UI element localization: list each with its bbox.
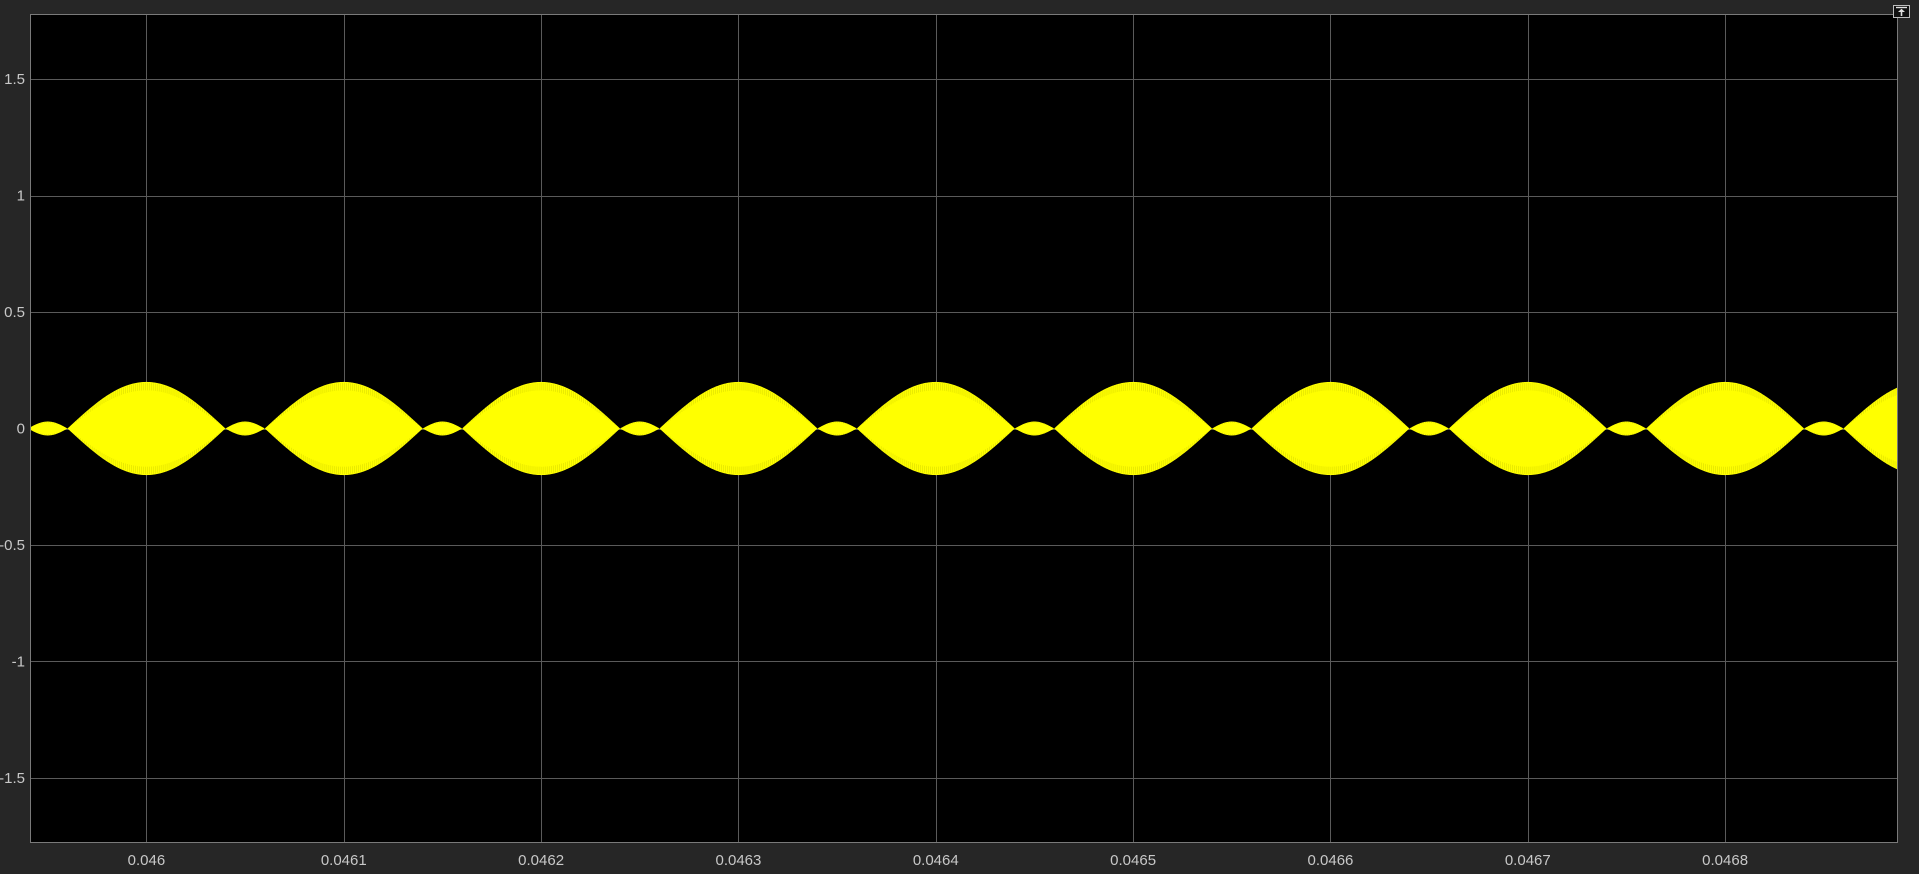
x-tick-label: 0.0465 (1110, 852, 1156, 869)
y-tick-label: 1.5 (4, 71, 25, 88)
signal-envelope (30, 381, 1898, 476)
x-tick-label: 0.0462 (518, 852, 564, 869)
x-tick-label: 0.0463 (715, 852, 761, 869)
y-tick-label: 0 (17, 421, 25, 438)
y-tick-label: -1 (12, 653, 25, 670)
y-tick-label: 0.5 (4, 304, 25, 321)
x-tick-label: 0.0467 (1505, 852, 1551, 869)
undock-arrow-icon (1896, 6, 1907, 16)
y-tick-label: 1 (17, 188, 25, 205)
grid (30, 14, 1898, 843)
x-tick-label: 0.0468 (1702, 852, 1748, 869)
signal-trace (30, 381, 1898, 476)
x-tick-label: 0.046 (128, 852, 166, 869)
x-tick-label: 0.0461 (321, 852, 367, 869)
x-tick-label: 0.0464 (913, 852, 959, 869)
axes-border (30, 14, 1898, 843)
x-tick-label: 0.0466 (1308, 852, 1354, 869)
y-tick-label: -1.5 (0, 770, 25, 787)
y-tick-label: -0.5 (0, 537, 25, 554)
signal-carrier-texture (38, 382, 1898, 475)
undock-button[interactable] (1893, 5, 1910, 18)
tick-labels: 0.046 0.0461 0.0462 0.0463 0.0464 0.0465 0.046… (0, 71, 1748, 869)
